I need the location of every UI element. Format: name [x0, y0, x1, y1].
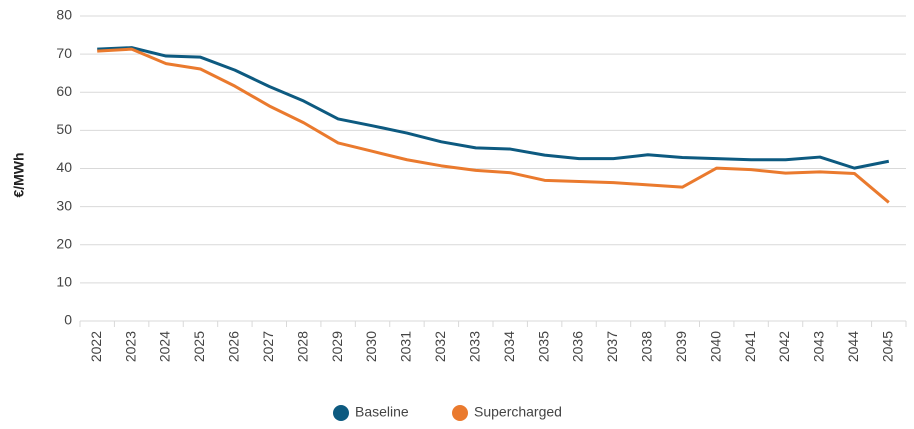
x-tick-label: 2044: [845, 331, 861, 362]
line-series: [97, 47, 890, 204]
x-tick-label: 2025: [191, 331, 207, 362]
x-tick-label: 2027: [260, 331, 276, 362]
y-tick-label: 50: [56, 121, 72, 137]
y-tick-label: 10: [56, 274, 72, 290]
line-series: [97, 46, 890, 170]
x-tick-label: 2024: [157, 331, 173, 362]
legend-label: Supercharged: [474, 404, 562, 420]
x-tick-label: 2029: [329, 331, 345, 362]
x-tick-label: 2035: [535, 331, 551, 362]
legend-swatch: [333, 405, 349, 421]
x-tick-label: 2041: [742, 331, 758, 362]
x-tick-label: 2034: [501, 331, 517, 362]
x-tick-label: 2022: [88, 331, 104, 362]
x-tick-label: 2030: [363, 331, 379, 362]
legend-label: Baseline: [355, 404, 409, 420]
y-tick-label: 30: [56, 197, 72, 213]
x-tick-label: 2036: [570, 331, 586, 362]
x-tick-label: 2042: [776, 331, 792, 362]
legend-swatch: [452, 405, 468, 421]
x-tick-label: 2028: [294, 331, 310, 362]
x-tick-label: 2023: [122, 331, 138, 362]
x-tick-label: 2031: [398, 331, 414, 362]
x-tick-label: 2032: [432, 331, 448, 362]
x-tick-label: 2037: [604, 331, 620, 362]
x-tick-label: 2043: [811, 331, 827, 362]
y-tick-label: 40: [56, 159, 72, 175]
y-tick-label: 70: [56, 45, 72, 61]
x-tick-label: 2040: [707, 331, 723, 362]
x-tick-label: 2038: [639, 331, 655, 362]
y-tick-label: 80: [56, 7, 72, 23]
y-tick-label: 60: [56, 83, 72, 99]
x-tick-label: 2033: [466, 331, 482, 362]
y-tick-label: 20: [56, 235, 72, 251]
y-axis-label: €/MWh: [11, 152, 27, 197]
x-tick-label: 2026: [226, 331, 242, 362]
x-tick-label: 2039: [673, 331, 689, 362]
x-tick-label: 2045: [879, 331, 895, 362]
y-tick-label: 0: [64, 312, 72, 328]
